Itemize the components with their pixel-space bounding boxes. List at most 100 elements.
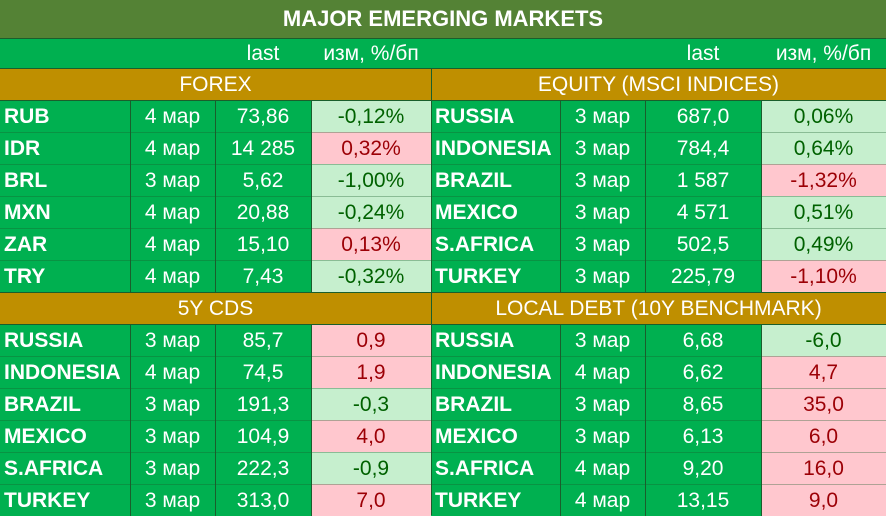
row-change: 16,0 [761,452,886,484]
row-date: 3 мар [130,388,215,420]
row-last: 14 285 [215,132,311,164]
row-last: 1 587 [645,164,761,196]
row-name: RUSSIA [431,324,560,356]
row-change: -0,12% [311,100,431,132]
row-change: 1,9 [311,356,431,388]
row-last: 222,3 [215,452,311,484]
row-change: 0,49% [761,228,886,260]
row-change: 35,0 [761,388,886,420]
row-name: S.AFRICA [0,452,130,484]
row-change: 0,51% [761,196,886,228]
row-date: 4 мар [130,100,215,132]
row-last: 313,0 [215,484,311,516]
row-date: 4 мар [560,356,645,388]
sheet-title: MAJOR EMERGING MARKETS [0,0,886,38]
row-name: RUSSIA [0,324,130,356]
row-date: 3 мар [560,420,645,452]
row-change: -0,9 [311,452,431,484]
row-last: 687,0 [645,100,761,132]
row-last: 8,65 [645,388,761,420]
row-name: TURKEY [0,484,130,516]
row-date: 3 мар [130,484,215,516]
forex-section-title: FOREX [179,72,252,96]
row-last: 15,10 [215,228,311,260]
local-debt-section-title: LOCAL DEBT (10Y BENCHMARK) [495,296,822,320]
row-name: RUSSIA [431,100,560,132]
row-last: 784,4 [645,132,761,164]
row-last: 225,79 [645,260,761,292]
row-last: 7,43 [215,260,311,292]
row-name: RUB [0,100,130,132]
row-change: 0,13% [311,228,431,260]
row-last: 191,3 [215,388,311,420]
row-date: 3 мар [560,228,645,260]
row-name: ZAR [0,228,130,260]
row-change: -0,32% [311,260,431,292]
row-last: 20,88 [215,196,311,228]
equity-section-title: EQUITY (MSCI INDICES) [537,72,780,96]
row-name: IDR [0,132,130,164]
left-change-header: изм, %/бп [323,41,419,65]
column-header-row: last изм, %/бп last изм, %/бп [0,38,886,68]
row-change: -0,24% [311,196,431,228]
row-last: 9,20 [645,452,761,484]
row-change: 0,06% [761,100,886,132]
section-header-row-bottom: 5Y CDS LOCAL DEBT (10Y BENCHMARK) [0,292,886,324]
row-date: 4 мар [130,196,215,228]
row-date: 3 мар [560,260,645,292]
row-change: 9,0 [761,484,886,516]
row-change: -6,0 [761,324,886,356]
row-date: 3 мар [560,196,645,228]
row-date: 3 мар [130,324,215,356]
row-date: 4 мар [560,452,645,484]
row-name: TRY [0,260,130,292]
row-name: MEXICO [431,420,560,452]
row-date: 3 мар [560,100,645,132]
row-change: 0,9 [311,324,431,356]
cds-section-title: 5Y CDS [177,296,254,320]
row-last: 4 571 [645,196,761,228]
row-name: INDONESIA [431,356,560,388]
row-last: 13,15 [645,484,761,516]
row-change: 4,0 [311,420,431,452]
row-name: BRAZIL [431,164,560,196]
row-last: 73,86 [215,100,311,132]
row-name: MXN [0,196,130,228]
row-name: S.AFRICA [431,228,560,260]
row-last: 502,5 [645,228,761,260]
row-name: MEXICO [0,420,130,452]
row-change: -1,32% [761,164,886,196]
row-change: 0,32% [311,132,431,164]
row-change: -1,00% [311,164,431,196]
row-change: 6,0 [761,420,886,452]
row-name: MEXICO [431,196,560,228]
row-change: 0,64% [761,132,886,164]
row-name: S.AFRICA [431,452,560,484]
row-last: 104,9 [215,420,311,452]
right-last-header: last [686,41,720,65]
row-date: 3 мар [560,164,645,196]
row-date: 4 мар [130,260,215,292]
row-date: 4 мар [130,228,215,260]
right-change-header: изм, %/бп [775,41,872,65]
row-last: 6,68 [645,324,761,356]
row-date: 3 мар [560,324,645,356]
row-date: 4 мар [130,356,215,388]
row-name: INDONESIA [0,356,130,388]
row-last: 5,62 [215,164,311,196]
row-date: 3 мар [130,452,215,484]
row-change: 4,7 [761,356,886,388]
section-header-row-top: FOREX EQUITY (MSCI INDICES) [0,68,886,100]
row-change: 7,0 [311,484,431,516]
row-change: -0,3 [311,388,431,420]
row-name: INDONESIA [431,132,560,164]
row-last: 74,5 [215,356,311,388]
row-date: 3 мар [130,420,215,452]
row-name: BRAZIL [431,388,560,420]
row-last: 6,13 [645,420,761,452]
row-name: TURKEY [431,260,560,292]
row-date: 3 мар [130,164,215,196]
row-date: 4 мар [130,132,215,164]
left-last-header: last [246,41,280,65]
